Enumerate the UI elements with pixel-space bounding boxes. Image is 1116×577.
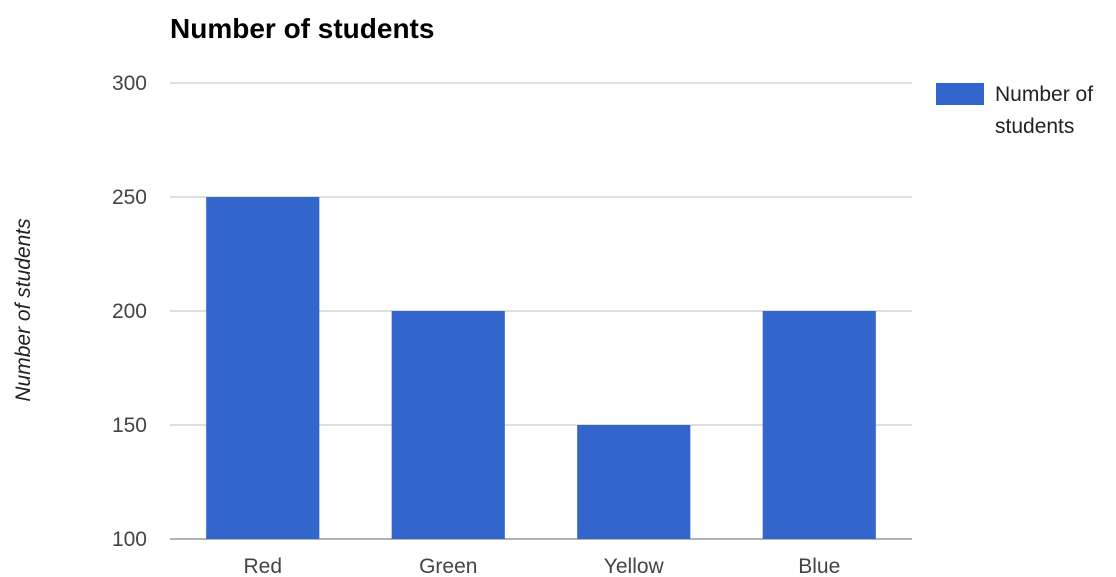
x-tick-label: Red [243, 555, 282, 577]
x-tick-label: Blue [798, 555, 840, 577]
bars [206, 197, 876, 539]
legend-label-line-2: students [995, 115, 1074, 138]
legend: Number of students [936, 83, 1093, 138]
x-tick-label: Yellow [604, 555, 665, 577]
legend-swatch [936, 83, 984, 105]
y-tick-label: 150 [112, 414, 147, 437]
y-axis-label: Number of students [12, 218, 35, 402]
y-axis-ticks: 100 150 200 250 300 [112, 72, 147, 551]
x-axis-ticks: Red Green Yellow Blue [243, 555, 840, 577]
y-tick-label: 200 [112, 300, 147, 323]
y-tick-label: 100 [112, 528, 147, 551]
bar-green [391, 311, 505, 539]
legend-label-line-1: Number of [995, 83, 1093, 106]
y-tick-label: 300 [112, 72, 147, 95]
x-tick-label: Green [419, 555, 477, 577]
bar-yellow [577, 425, 691, 539]
bar-red [206, 197, 320, 539]
chart-title: Number of students [170, 13, 434, 44]
bar-blue [762, 311, 876, 539]
y-tick-label: 250 [112, 186, 147, 209]
